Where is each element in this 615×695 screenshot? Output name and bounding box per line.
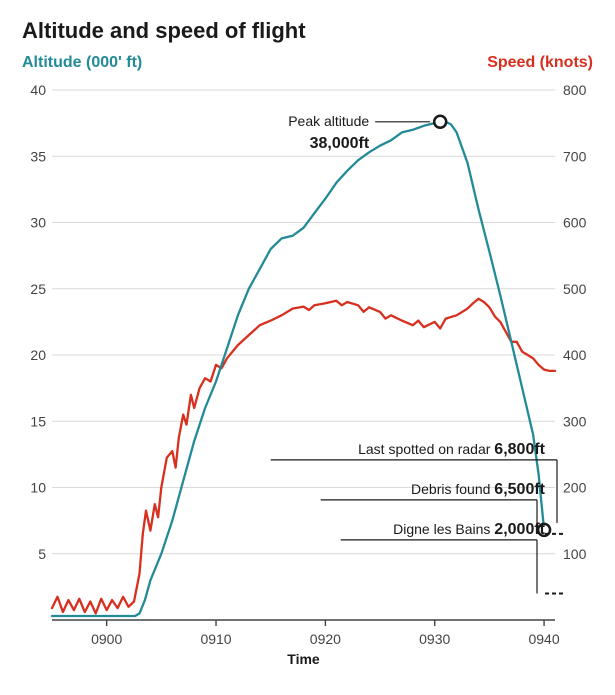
left-tick-label: 10: [30, 480, 46, 496]
peak-marker: [434, 116, 446, 128]
right-tick-label: 400: [563, 347, 587, 363]
x-tick-label: 0900: [91, 631, 122, 647]
digne-annotation: Digne les Bains 2,000ft: [393, 521, 546, 538]
x-tick-label: 0910: [200, 631, 231, 647]
left-tick-label: 5: [38, 546, 46, 562]
right-tick-label: 800: [563, 82, 587, 98]
left-tick-label: 15: [30, 413, 46, 429]
right-tick-label: 700: [563, 148, 587, 164]
chart-svg: 5 10 15 20 25 30 35 40 100 200 300 400 500 600 700 800 0…: [22, 82, 593, 672]
right-tick-label: 100: [563, 546, 587, 562]
altitude-line: [52, 122, 544, 616]
right-tick-label: 300: [563, 413, 587, 429]
left-tick-label: 40: [30, 82, 46, 98]
peak-label: Peak altitude: [288, 113, 369, 129]
left-tick-label: 35: [30, 148, 46, 164]
x-tick-label: 0940: [528, 631, 559, 647]
peak-value: 38,000ft: [310, 135, 370, 152]
debris-annotation: Debris found 6,500ft: [411, 481, 546, 498]
left-axis-label: Altitude (000' ft): [22, 54, 142, 72]
right-tick-label: 600: [563, 215, 587, 231]
radar-annotation: Last spotted on radar 6,800ft: [358, 441, 546, 458]
chart-title: Altitude and speed of flight: [22, 18, 593, 44]
x-tick-label: 0930: [419, 631, 450, 647]
chart-area: 5 10 15 20 25 30 35 40 100 200 300 400 500 600 700 800 0…: [22, 82, 593, 672]
left-tick-label: 20: [30, 347, 46, 363]
left-tick-label: 25: [30, 281, 46, 297]
right-tick-label: 200: [563, 480, 587, 496]
right-tick-label: 500: [563, 281, 587, 297]
right-axis-label: Speed (knots): [487, 54, 593, 72]
left-tick-label: 30: [30, 215, 46, 231]
x-axis-title: Time: [287, 651, 320, 667]
x-tick-label: 0920: [310, 631, 341, 647]
